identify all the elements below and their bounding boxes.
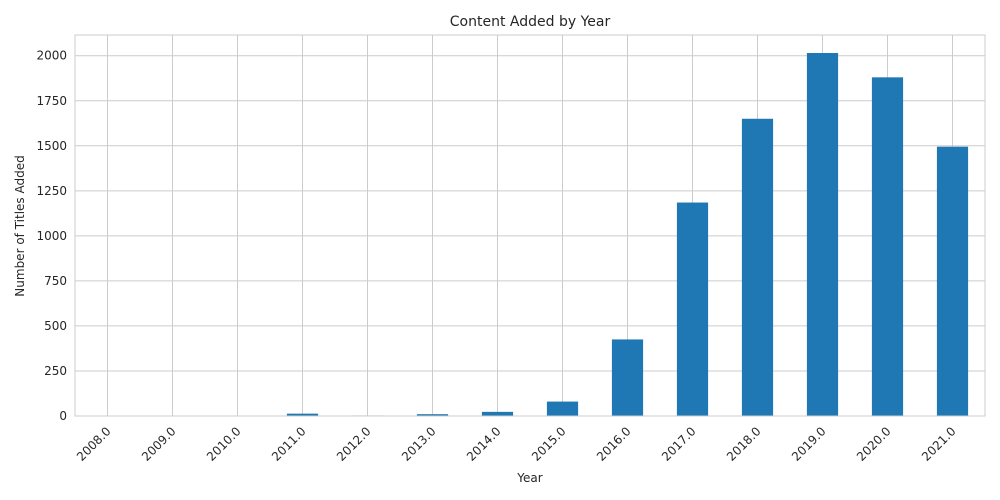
plot-background (75, 35, 985, 416)
x-tick-label: 2015.0 (529, 424, 569, 464)
x-tick-label: 2021.0 (919, 424, 959, 464)
y-tick-label: 1250 (36, 184, 67, 198)
y-tick-label: 250 (44, 364, 67, 378)
x-tick-label: 2011.0 (269, 424, 309, 464)
x-tick-label: 2008.0 (74, 424, 114, 464)
y-tick-label: 2000 (36, 49, 67, 63)
bar-2020.0 (872, 77, 903, 416)
x-tick-label: 2020.0 (854, 424, 894, 464)
x-tick-label: 2014.0 (464, 424, 504, 464)
x-tick-label: 2018.0 (724, 424, 764, 464)
bar-2014.0 (482, 412, 513, 416)
y-axis-title: Number of Titles Added (13, 155, 27, 296)
bar-2021.0 (937, 147, 968, 416)
y-tick-label: 1500 (36, 139, 67, 153)
chart-title: Content Added by Year (450, 14, 611, 30)
bar-2019.0 (807, 53, 838, 416)
y-tick-label: 500 (44, 319, 67, 333)
x-tick-label: 2016.0 (594, 424, 634, 464)
x-axis-title: Year (516, 471, 542, 485)
y-tick-label: 0 (59, 409, 67, 423)
x-tick-label: 2012.0 (334, 424, 374, 464)
x-tick-label: 2017.0 (659, 424, 699, 464)
x-tick-label: 2009.0 (139, 424, 179, 464)
bar-2017.0 (677, 203, 708, 416)
y-tick-label: 750 (44, 274, 67, 288)
y-tick-label: 1750 (36, 94, 67, 108)
y-tick-label: 1000 (36, 229, 67, 243)
bar-2016.0 (612, 339, 643, 416)
bar-2015.0 (547, 402, 578, 416)
x-tick-label: 2010.0 (204, 424, 244, 464)
x-tick-label: 2013.0 (399, 424, 439, 464)
y-tick-labels: 0 250 500 750 1000 1250 1500 1750 2000 (36, 49, 67, 423)
bar-2018.0 (742, 119, 773, 416)
x-tick-labels: 2008.0 2009.0 2010.0 2011.0 2012.0 2013.0 2014… (74, 424, 959, 464)
x-tick-label: 2019.0 (789, 424, 829, 464)
